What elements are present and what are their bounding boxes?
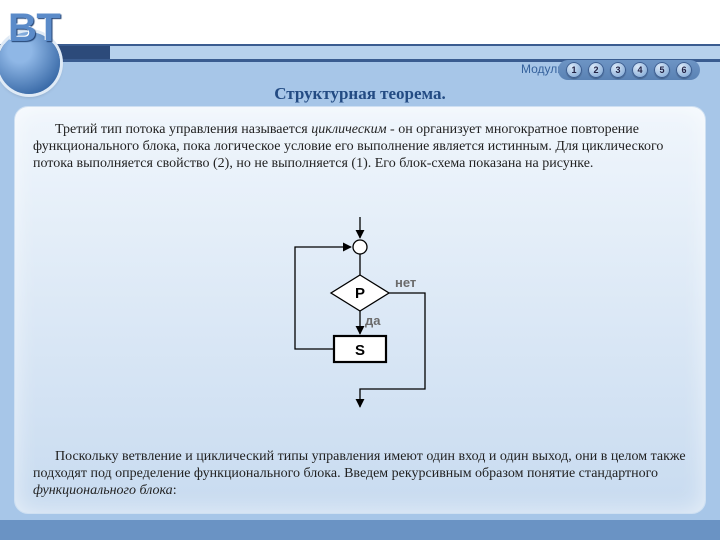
nav-pill-4[interactable]: 4 bbox=[632, 62, 648, 78]
logo-text: ВТ bbox=[8, 6, 62, 51]
page-title: Структурная теорема. bbox=[0, 84, 720, 104]
node-decision-label: P bbox=[355, 285, 365, 302]
p1-lead: Третий тип потока управления называется bbox=[55, 122, 311, 137]
p2-tail: : bbox=[173, 483, 177, 498]
p2-em: функционального блока bbox=[33, 483, 173, 498]
paragraph-2: Поскольку ветвление и циклический типы у… bbox=[33, 448, 687, 499]
label-yes: да bbox=[365, 313, 381, 328]
node-process-label: S bbox=[355, 342, 365, 359]
flowchart-svg: P S да нет bbox=[275, 213, 445, 413]
nav-pills: 1 2 3 4 5 6 bbox=[558, 60, 700, 80]
nav-pill-3[interactable]: 3 bbox=[610, 62, 626, 78]
nav-pill-1[interactable]: 1 bbox=[566, 62, 582, 78]
label-no: нет bbox=[395, 275, 416, 290]
p1-em: циклическим bbox=[311, 122, 386, 137]
nav-pill-6[interactable]: 6 bbox=[676, 62, 692, 78]
flowchart: P S да нет bbox=[275, 213, 445, 413]
slide: OW ВТ Модули 1 2 3 4 5 6 Структурная тео… bbox=[0, 0, 720, 540]
nav-pill-5[interactable]: 5 bbox=[654, 62, 670, 78]
paragraph-1: Третий тип потока управления называется … bbox=[33, 121, 687, 172]
content-panel: Третий тип потока управления называется … bbox=[14, 106, 706, 514]
logo: ВТ bbox=[0, 6, 124, 68]
nav-pill-2[interactable]: 2 bbox=[588, 62, 604, 78]
p2-lead: Поскольку ветвление и циклический типы у… bbox=[33, 449, 686, 481]
node-entry bbox=[353, 240, 367, 254]
